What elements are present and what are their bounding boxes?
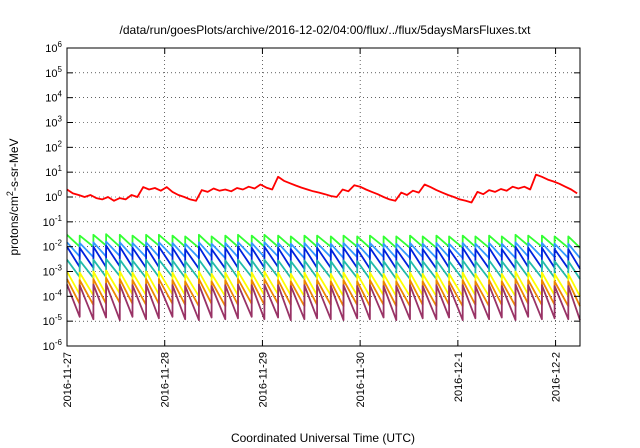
x-tick-label: 2016-11-29 xyxy=(257,352,269,407)
series-line-0 xyxy=(66,173,578,204)
series-line-4 xyxy=(66,258,581,280)
y-tick-label: 10-1 xyxy=(43,214,63,229)
x-axis-label: Coordinated Universal Time (UTC) xyxy=(231,431,415,445)
y-tick-label: 100 xyxy=(45,189,62,204)
y-tick-label: 106 xyxy=(45,40,62,55)
y-tick-label: 10-6 xyxy=(43,338,63,353)
y-axis-ticks: 10-6 10-5 10-4 10-3 10-2 10-1 100 101 102 103 104 1… xyxy=(43,40,580,353)
grid xyxy=(67,48,580,346)
x-tick-label: 2016-11-27 xyxy=(62,352,74,407)
y-tick-label: 102 xyxy=(45,139,62,154)
series-line-6 xyxy=(66,277,581,308)
x-tick-label: 2016-12-1 xyxy=(453,352,465,402)
series-group xyxy=(66,173,581,321)
series-line-1 xyxy=(66,233,581,249)
series-line-5 xyxy=(66,269,581,298)
y-tick-label: 105 xyxy=(45,65,62,80)
y-tick-label: 101 xyxy=(45,164,62,179)
y-tick-label: 10-4 xyxy=(43,288,63,303)
x-tick-label: 2016-11-28 xyxy=(160,352,172,407)
x-tick-label: 2016-12-2 xyxy=(551,352,563,402)
series-line-3 xyxy=(66,244,581,270)
y-tick-label: 10-3 xyxy=(43,264,63,279)
series-line-2 xyxy=(66,240,581,259)
y-tick-label: 104 xyxy=(45,90,62,105)
y-tick-label: 10-2 xyxy=(43,239,63,254)
x-tick-label: 2016-11-30 xyxy=(355,352,367,407)
y-tick-label: 103 xyxy=(45,115,62,130)
x-axis-ticks: 2016-11-27 2016-11-28 2016-11-29 2016-11-30… xyxy=(62,48,563,407)
y-tick-label: 10-5 xyxy=(43,313,63,328)
series-line-7 xyxy=(66,282,581,321)
y-axis-label: protons/cm2-s-sr-MeV xyxy=(5,138,21,255)
chart-title: /data/run/goesPlots/archive/2016-12-02/0… xyxy=(120,23,532,37)
